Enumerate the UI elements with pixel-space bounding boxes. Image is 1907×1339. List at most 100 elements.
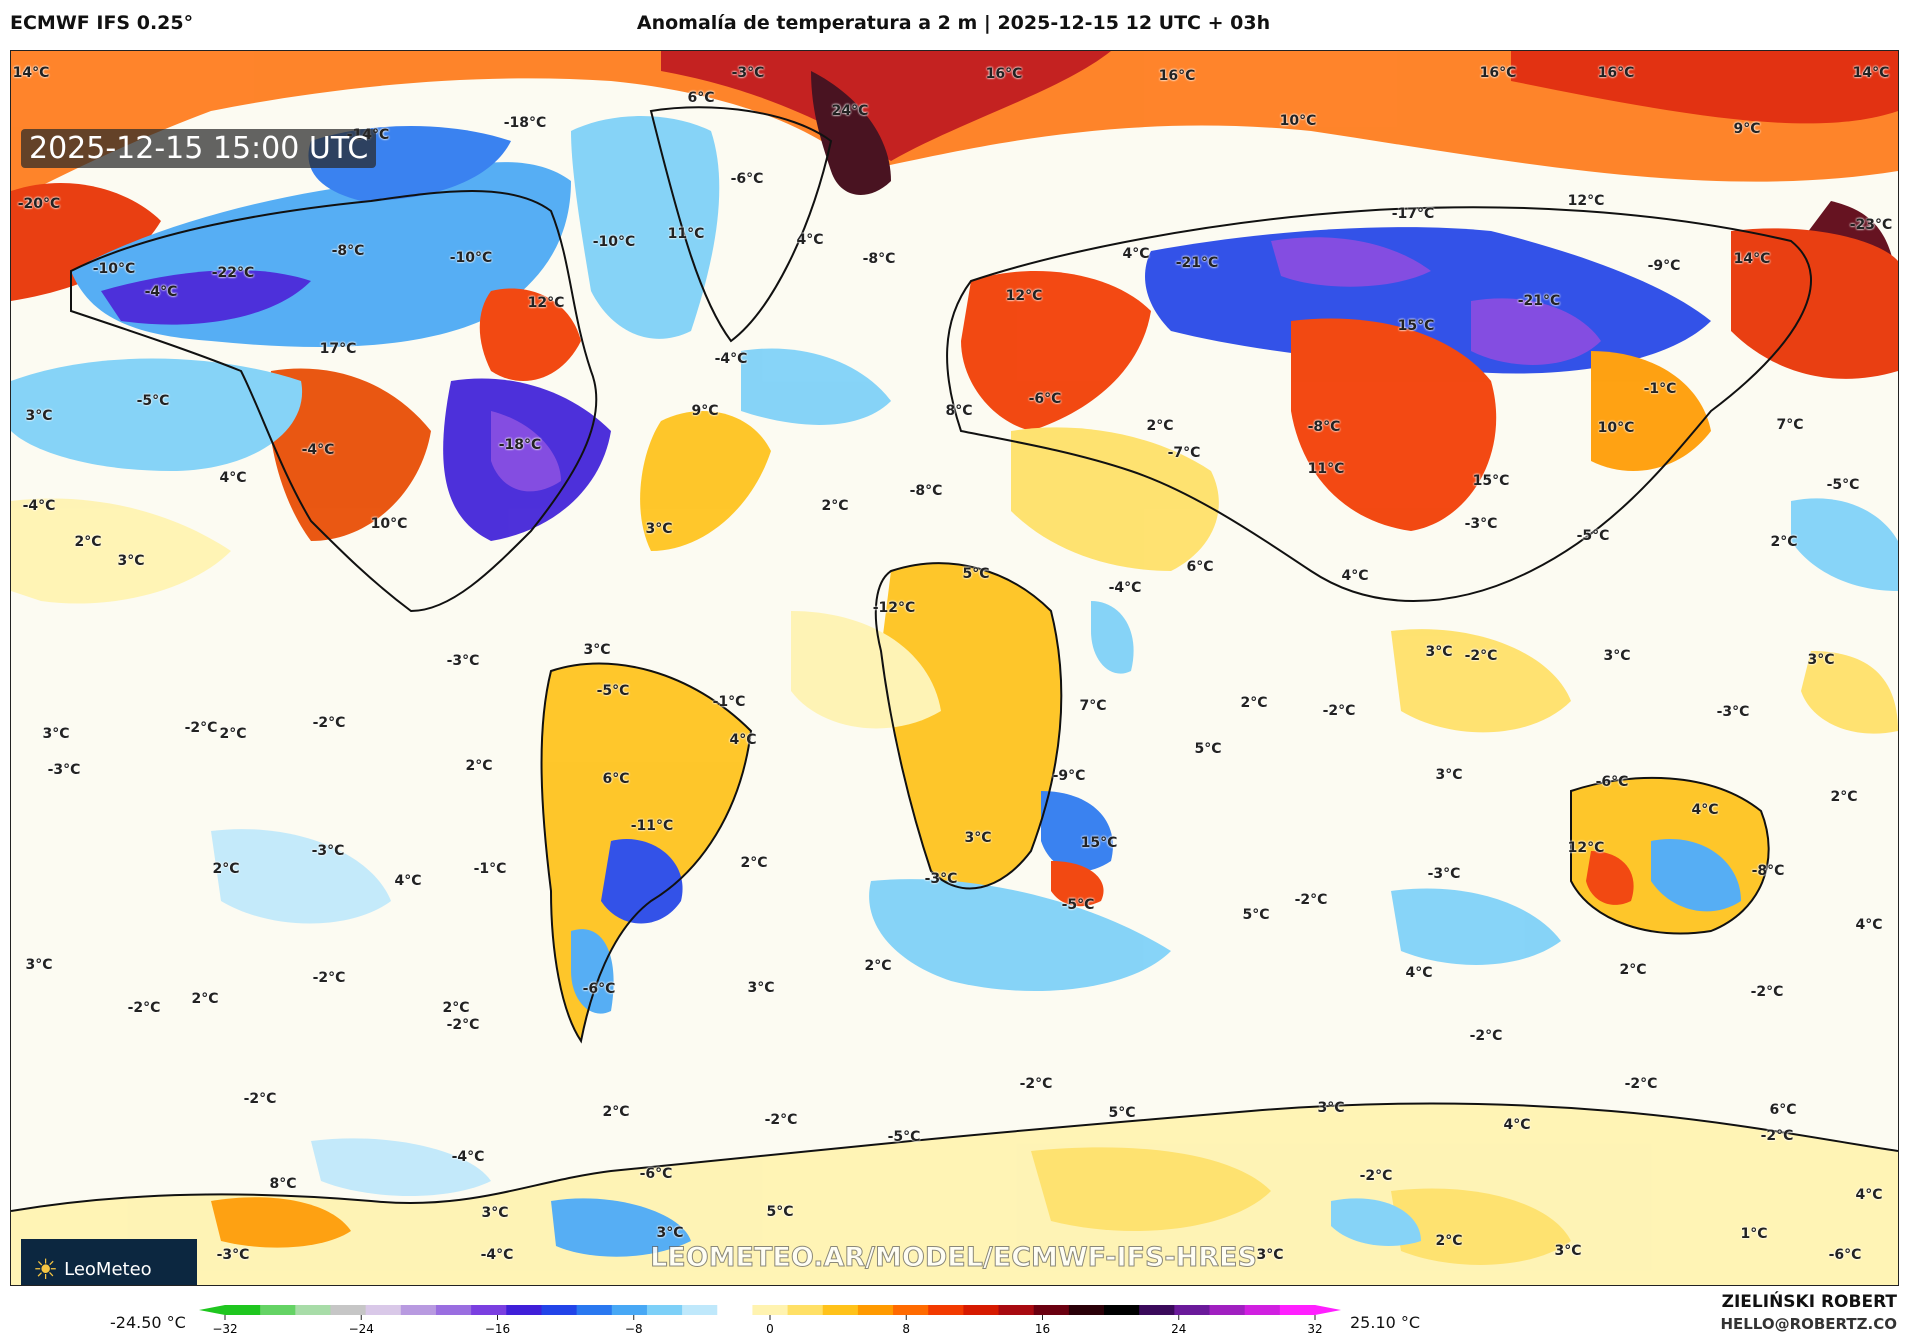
temperature-label: 6°C — [687, 90, 715, 106]
temperature-label: -5°C — [1576, 528, 1610, 544]
temperature-label: -17°C — [1391, 206, 1435, 222]
temperature-label: 2°C — [212, 861, 240, 877]
temperature-label: -2°C — [127, 1000, 161, 1016]
temperature-label: -2°C — [1019, 1076, 1053, 1092]
scale-swatch — [1174, 1305, 1211, 1315]
temperature-label: 3°C — [1317, 1100, 1345, 1116]
scale-tick-label: 0 — [766, 1322, 774, 1336]
temperature-label: -2°C — [184, 720, 218, 736]
temperature-label: 2°C — [442, 1000, 470, 1016]
temperature-label: 11°C — [1307, 461, 1345, 477]
temperature-label: -8°C — [1751, 863, 1785, 879]
scale-tick-label: −8 — [625, 1322, 643, 1336]
temperature-label: -5°C — [1826, 477, 1860, 493]
temperature-label: -5°C — [1061, 897, 1095, 913]
scale-swatch — [471, 1305, 507, 1315]
source-watermark: LEOMETEO.AR/MODEL/ECMWF-IFS-HRES — [650, 1242, 1258, 1274]
temperature-label: 2°C — [740, 855, 768, 871]
temperature-label: 4°C — [1122, 246, 1150, 262]
temperature-label: -6°C — [582, 981, 616, 997]
author-name: ZIELIŃSKI ROBERT — [1721, 1292, 1897, 1312]
temperature-label: 9°C — [691, 403, 719, 419]
temperature-label: 15°C — [1080, 835, 1118, 851]
temperature-label: 16°C — [1479, 65, 1517, 81]
temperature-label: 2°C — [465, 758, 493, 774]
temperature-label: 5°C — [1108, 1105, 1136, 1121]
scale-tick-label: −16 — [485, 1322, 510, 1336]
scale-swatch — [963, 1305, 1000, 1315]
temperature-label: 14°C — [1733, 251, 1771, 267]
temperature-label: -6°C — [1595, 774, 1629, 790]
temperature-label: 16°C — [985, 66, 1023, 82]
temperature-label: -4°C — [480, 1247, 514, 1263]
temperature-label: -1°C — [473, 861, 507, 877]
temperature-label: -2°C — [1294, 892, 1328, 908]
temperature-label: 4°C — [394, 873, 422, 889]
temperature-label: -6°C — [1828, 1247, 1862, 1263]
temperature-label: -2°C — [1469, 1028, 1503, 1044]
temperature-label: 3°C — [25, 408, 53, 424]
temperature-label: 6°C — [1769, 1102, 1797, 1118]
temperature-label: 5°C — [1242, 907, 1270, 923]
author-email[interactable]: HELLO@ROBERTZ.CO — [1720, 1315, 1897, 1333]
sun-icon: ☀ — [33, 1252, 59, 1286]
temperature-label: -2°C — [1464, 648, 1498, 664]
anomaly-field — [11, 51, 1898, 1285]
legend-min-value: -24.50 °C — [110, 1313, 186, 1332]
temperature-label: 7°C — [1079, 698, 1107, 714]
temperature-label: 3°C — [1256, 1247, 1284, 1263]
temperature-label: -2°C — [243, 1091, 277, 1107]
temperature-label: 12°C — [1005, 288, 1043, 304]
temperature-label: 9°C — [1733, 121, 1761, 137]
temperature-label: 2°C — [1435, 1233, 1463, 1249]
scale-swatch — [682, 1305, 718, 1315]
temperature-anomaly-map[interactable]: 14°C -3°C 16°C 16°C 16°C 16°C 14°C 6°C 24°C 10°C 9… — [10, 50, 1899, 1286]
temperature-label: 1°C — [1740, 1226, 1768, 1242]
logo-text: LeoMeteo — [64, 1258, 152, 1280]
temperature-label: 3°C — [656, 1225, 684, 1241]
temperature-label: -3°C — [731, 65, 765, 81]
temperature-label: -8°C — [1307, 419, 1341, 435]
scale-swatch — [893, 1305, 929, 1315]
temperature-label: 2°C — [1619, 962, 1647, 978]
temperature-label: -1°C — [712, 694, 746, 710]
scale-swatch — [822, 1305, 859, 1315]
temperature-label: 6°C — [602, 771, 630, 787]
temperature-label: -2°C — [312, 715, 346, 731]
temperature-label: -21°C — [1175, 255, 1219, 271]
scale-swatch — [1209, 1305, 1246, 1315]
temperature-label: -3°C — [1716, 704, 1750, 720]
scale-tick-label: 24 — [1171, 1322, 1186, 1336]
temperature-label: 16°C — [1158, 68, 1196, 84]
scale-swatch — [787, 1305, 824, 1315]
temperature-label: 8°C — [945, 403, 973, 419]
temperature-label: 3°C — [583, 642, 611, 658]
temperature-label: 24°C — [831, 103, 869, 119]
temperature-label: 2°C — [1240, 695, 1268, 711]
temperature-label: 15°C — [1397, 318, 1435, 334]
coastlines — [11, 106, 1898, 1212]
temperature-label: 14°C — [12, 65, 50, 81]
temperature-label: -5°C — [596, 683, 630, 699]
temperature-label: 4°C — [1341, 568, 1369, 584]
temperature-label: -18°C — [503, 115, 547, 131]
temperature-label: 3°C — [25, 957, 53, 973]
scale-swatch — [576, 1305, 613, 1315]
scale-tick-label: 16 — [1035, 1322, 1050, 1336]
scale-swatch — [1139, 1305, 1175, 1315]
leometeo-logo[interactable]: ☀ LeoMeteo — [21, 1239, 197, 1286]
temperature-label: -20°C — [17, 196, 61, 212]
scale-swatch — [1068, 1305, 1105, 1315]
temperature-label: 2°C — [191, 991, 219, 1007]
temperature-label: 8°C — [269, 1176, 297, 1192]
scale-swatch — [295, 1305, 331, 1315]
temperature-label: -18°C — [498, 437, 542, 453]
temperature-label: 5°C — [1194, 741, 1222, 757]
temperature-label: -10°C — [592, 234, 636, 250]
temperature-label: 3°C — [1554, 1243, 1582, 1259]
temperature-label: 7°C — [1776, 417, 1804, 433]
temperature-label: 12°C — [1567, 840, 1605, 856]
temperature-label: -3°C — [1427, 866, 1461, 882]
temperature-label: 3°C — [1435, 767, 1463, 783]
temperature-label: 4°C — [1855, 1187, 1883, 1203]
